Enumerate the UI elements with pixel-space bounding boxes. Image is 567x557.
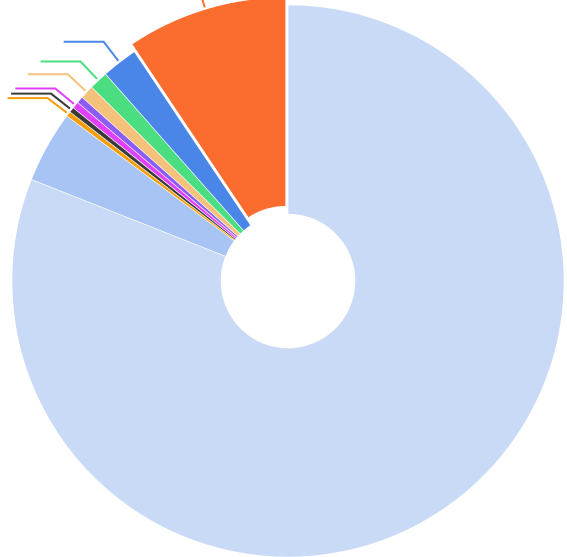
leader-line-2 <box>7 97 68 114</box>
leader-line-4 <box>15 87 75 105</box>
slices-layer <box>11 0 565 557</box>
pie-slice-0[interactable] <box>11 4 565 557</box>
leader-line-8 <box>63 40 120 62</box>
pie-slice-8[interactable] <box>105 51 252 232</box>
leader-line-9 <box>201 0 206 8</box>
leader-line-3 <box>11 92 71 110</box>
leader-line-6 <box>27 73 87 92</box>
leader-lines-layer <box>7 0 206 114</box>
leader-line-7 <box>40 60 98 80</box>
pie-slice-9[interactable] <box>131 0 286 219</box>
